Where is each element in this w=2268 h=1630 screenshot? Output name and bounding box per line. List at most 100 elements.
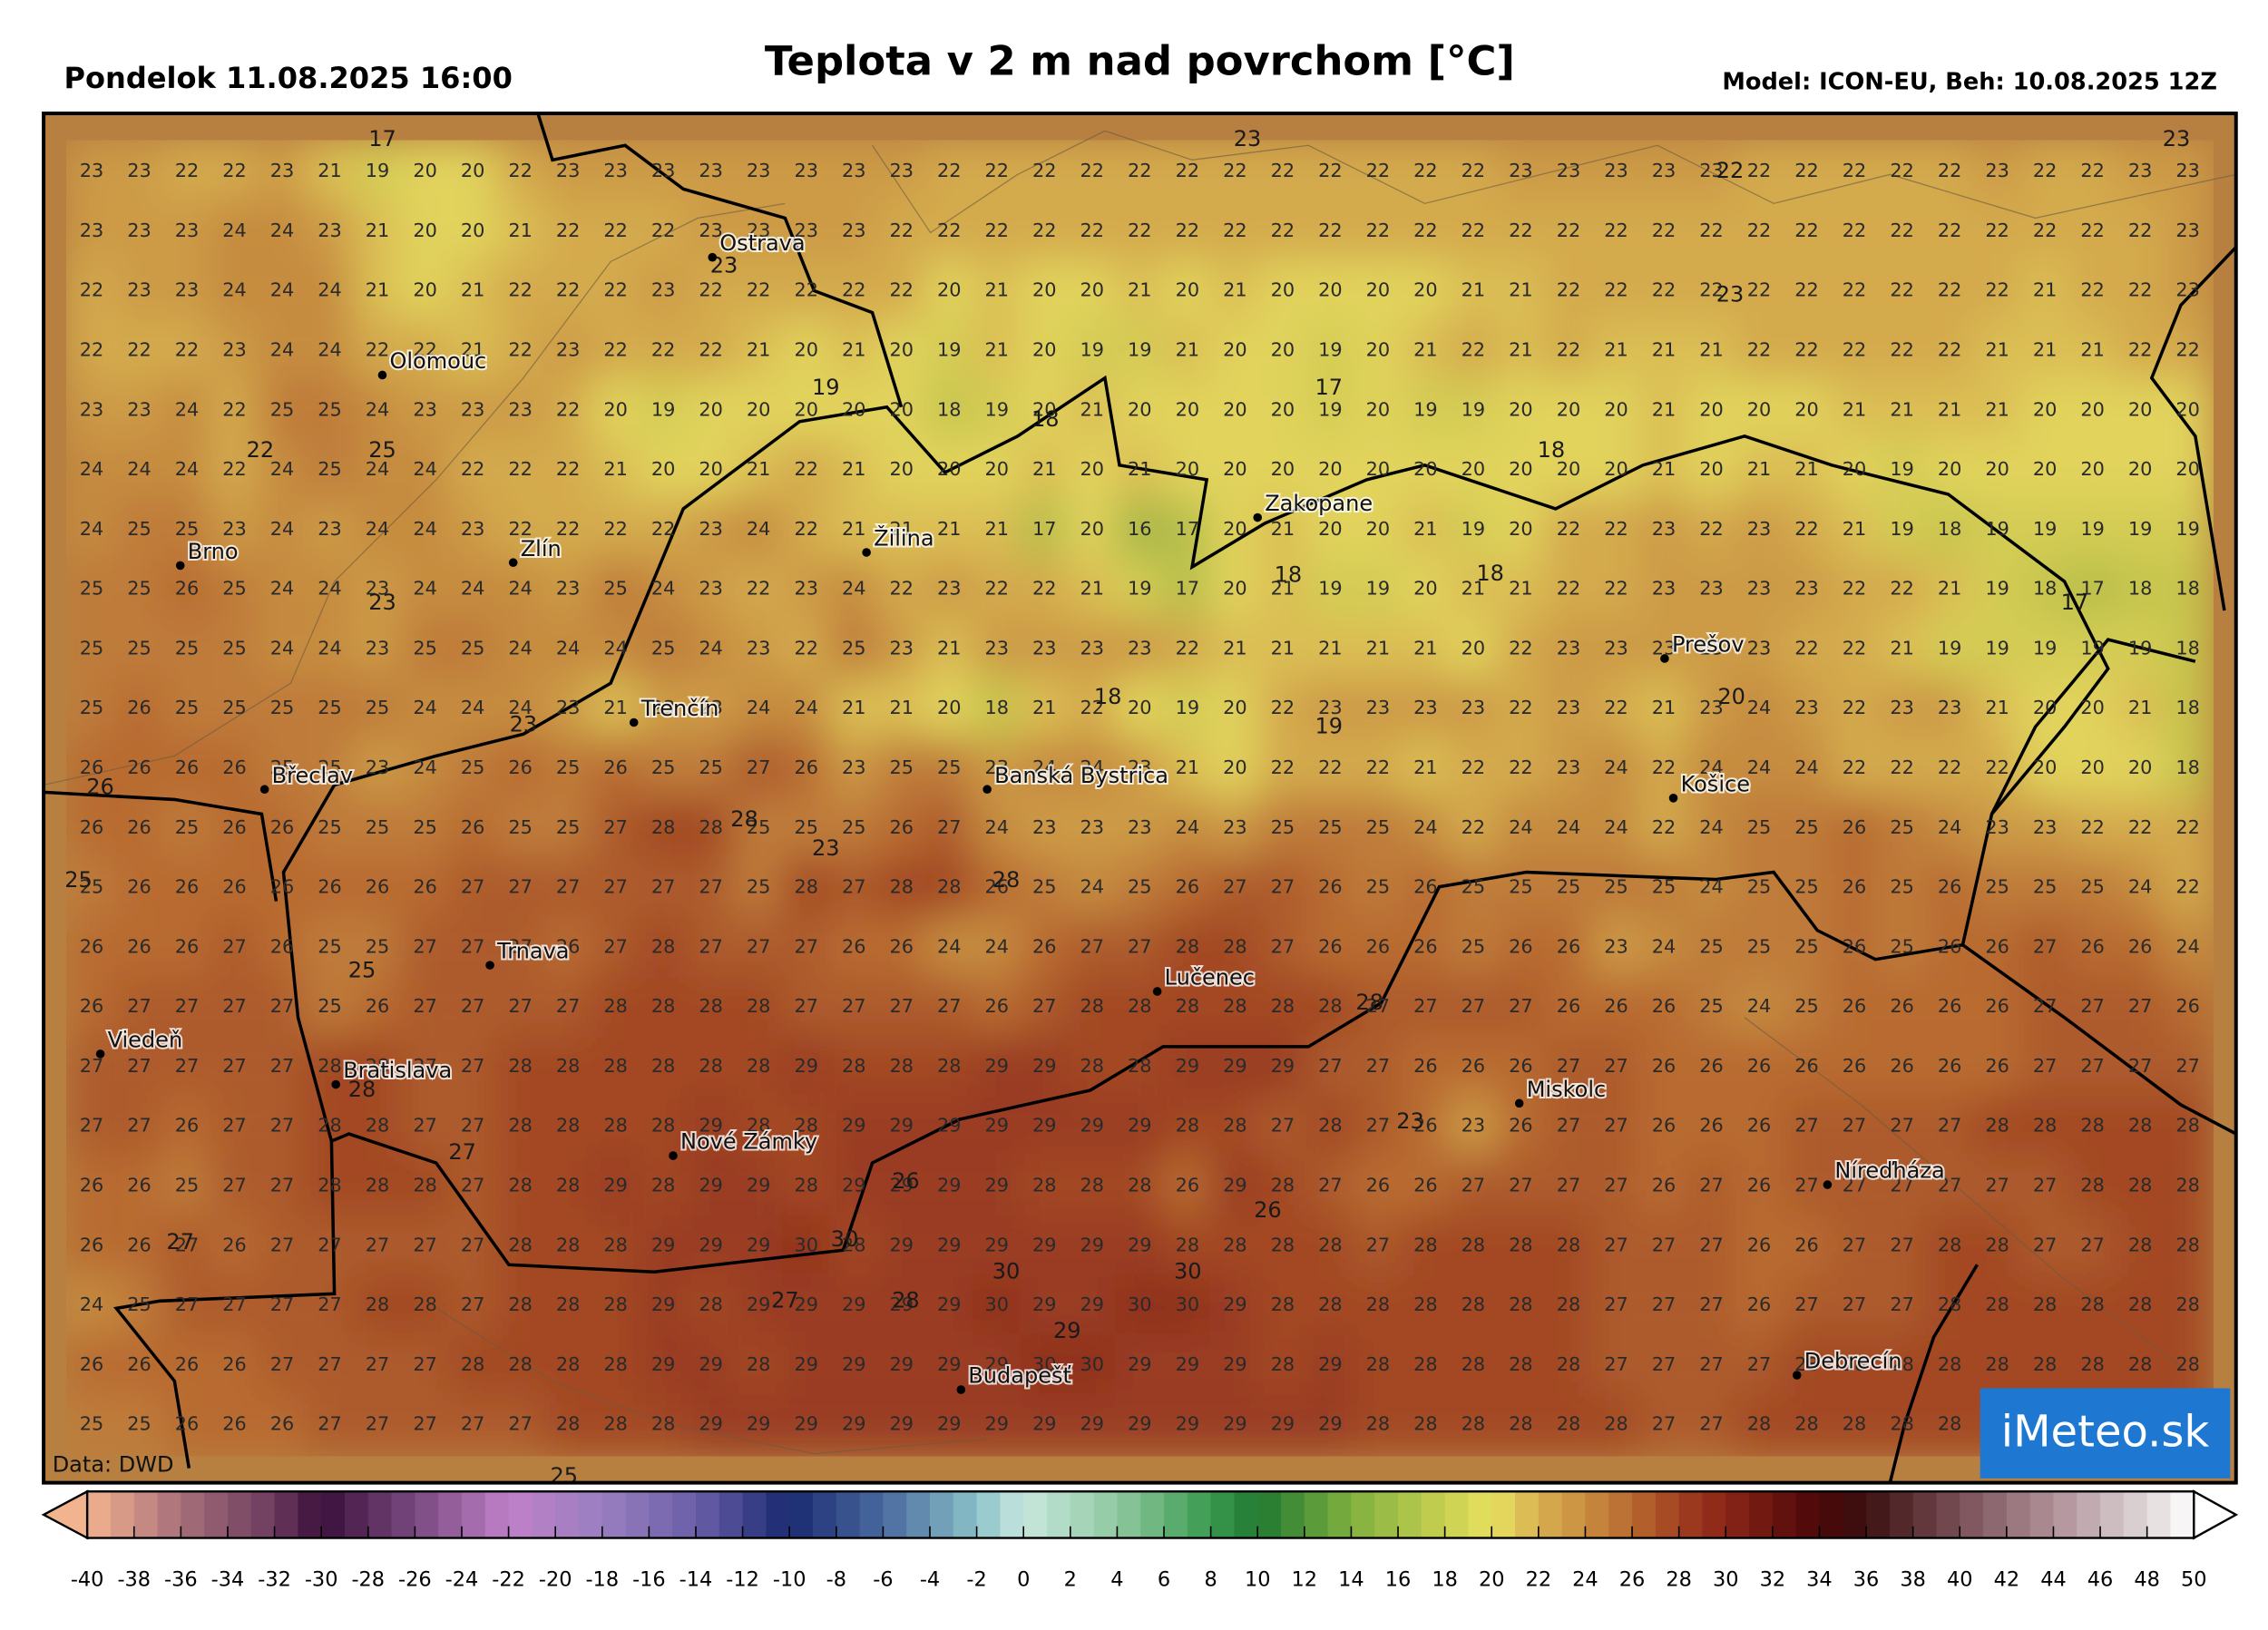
temperature-cell — [1209, 1274, 1261, 1337]
temperature-cell — [1543, 438, 1594, 502]
colorbar-tick-label: -36 — [164, 1568, 198, 1592]
temperature-value: 27 — [413, 1115, 437, 1137]
temperature-cell — [828, 1274, 880, 1337]
annotation-value: 18 — [1031, 406, 1060, 432]
temperature-cell — [924, 259, 975, 323]
colorbar-segment — [2123, 1491, 2148, 1538]
temperature-value: 26 — [1843, 995, 1867, 1017]
temperature-value: 27 — [556, 995, 581, 1017]
temperature-cell — [1114, 318, 1166, 382]
temperature-cell — [113, 1095, 165, 1158]
temperature-value: 25 — [222, 697, 247, 718]
temperature-value: 29 — [1080, 1115, 1105, 1137]
temperature-value: 21 — [1509, 578, 1533, 600]
temperature-value: 22 — [794, 458, 818, 480]
colorbar-segment — [1117, 1491, 1141, 1538]
temperature-cell — [875, 1214, 927, 1277]
colorbar-segment — [1070, 1491, 1095, 1538]
colorbar-segment — [321, 1491, 346, 1538]
temperature-cell — [924, 915, 975, 979]
city-label: Miskolc — [1527, 1077, 1607, 1102]
temperature-cell — [352, 259, 403, 323]
temperature-cell — [352, 617, 403, 680]
colorbar-segment — [508, 1491, 533, 1538]
temperature-cell — [1066, 677, 1118, 740]
temperature-cell — [1734, 915, 1784, 979]
temperature-value: 28 — [1413, 1293, 1438, 1315]
colorbar-segment — [1795, 1491, 1820, 1538]
temperature-value: 19 — [366, 160, 390, 181]
temperature-value: 21 — [1938, 578, 1962, 600]
city-label: Viedeň — [108, 1027, 183, 1052]
temperature-value: 20 — [461, 220, 485, 241]
temperature-cell — [1829, 1214, 1880, 1277]
temperature-cell — [1353, 1393, 1403, 1457]
temperature-value: 22 — [556, 398, 581, 420]
temperature-value: 21 — [842, 338, 866, 360]
temperature-cell — [1066, 259, 1118, 323]
temperature-value: 27 — [937, 816, 962, 838]
colorbar-segment — [1960, 1491, 1984, 1538]
temperature-value: 25 — [937, 756, 962, 778]
temperature-cell — [971, 1393, 1022, 1457]
annotation-value: 17 — [368, 126, 396, 151]
colorbar-segment — [1983, 1491, 2008, 1538]
temperature-cell — [733, 1154, 785, 1217]
temperature-cell — [685, 1154, 737, 1217]
temperature-cell — [209, 200, 260, 263]
colorbar-tick-label: -2 — [966, 1568, 986, 1592]
temperature-value: 27 — [747, 935, 771, 957]
colorbar-segment — [906, 1491, 931, 1538]
temperature-value: 22 — [1080, 697, 1105, 718]
temperature-cell — [1876, 498, 1928, 561]
annotation-value: 28 — [992, 867, 1021, 893]
temperature-value: 28 — [461, 1353, 485, 1375]
temperature-value: 22 — [937, 160, 962, 181]
annotation-value: 18 — [1275, 562, 1303, 588]
temperature-value: 28 — [1128, 995, 1152, 1017]
temperature-value: 20 — [1318, 279, 1343, 301]
temperature-value: 21 — [366, 220, 390, 241]
temperature-value: 22 — [1938, 279, 1962, 301]
temperature-value: 27 — [222, 1293, 247, 1315]
temperature-value: 22 — [1890, 338, 1914, 360]
temperature-cell — [1781, 1095, 1833, 1158]
temperature-cell — [685, 378, 737, 442]
temperature-value: 26 — [508, 756, 533, 778]
temperature-cell — [1638, 1095, 1689, 1158]
temperature-value: 22 — [603, 518, 628, 540]
temperature-cell — [1734, 1274, 1784, 1337]
temperature-value: 28 — [2175, 1353, 2200, 1375]
temperature-cell — [1114, 677, 1166, 740]
colorbar-segment — [1491, 1491, 1516, 1538]
temperature-field — [66, 140, 2214, 1457]
temperature-cell — [1019, 1274, 1070, 1337]
temperature-cell — [2115, 438, 2166, 502]
temperature-cell — [1543, 378, 1594, 442]
temperature-value: 27 — [222, 1174, 247, 1196]
temperature-cell — [2067, 1035, 2118, 1098]
temperature-cell — [1161, 558, 1213, 621]
temperature-value: 22 — [1843, 220, 1867, 241]
sk-ua-border — [1989, 638, 2196, 815]
temperature-cell — [1543, 975, 1594, 1039]
colorbar-tick-label: 10 — [1245, 1568, 1271, 1592]
temperature-value: 27 — [937, 995, 962, 1017]
temperature-value: 20 — [1604, 458, 1628, 480]
temperature-cell — [1543, 915, 1594, 979]
temperature-cell — [304, 378, 356, 442]
temperature-cell — [1305, 1333, 1356, 1397]
temperature-cell — [1686, 856, 1737, 920]
temperature-cell — [447, 200, 498, 263]
temperature-value: 26 — [1176, 1174, 1200, 1196]
temperature-cell — [685, 558, 737, 621]
temperature-cell — [1400, 200, 1452, 263]
temperature-cell — [875, 617, 927, 680]
temperature-cell — [1209, 438, 1261, 502]
temperature-value: 25 — [318, 995, 342, 1017]
temperature-value: 29 — [1223, 1174, 1247, 1196]
temperature-cell — [1305, 1035, 1356, 1098]
annotation-value: 19 — [812, 375, 840, 400]
temperature-value: 29 — [985, 1413, 1010, 1435]
temperature-cell — [447, 1154, 498, 1217]
